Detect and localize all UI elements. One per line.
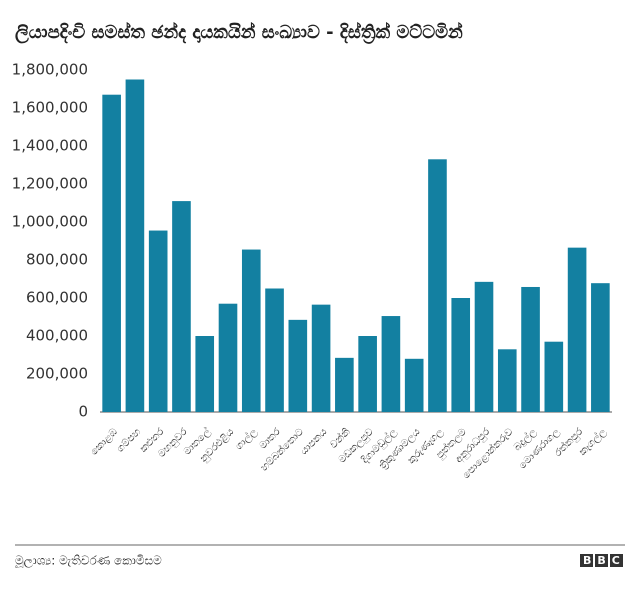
x-tick-label: ගම්පහ: [114, 426, 143, 455]
bar: [241, 249, 261, 412]
bar: [148, 230, 168, 412]
y-tick-label: 800,000: [26, 251, 88, 269]
y-tick-label: 1,200,000: [12, 175, 88, 193]
bar: [125, 79, 145, 412]
y-tick-label: 200,000: [26, 365, 88, 383]
bar: [497, 349, 517, 412]
bar: [381, 316, 401, 412]
bar: [102, 94, 121, 412]
bar: [567, 247, 587, 412]
y-tick-label: 0: [78, 403, 88, 421]
bar: [288, 319, 308, 412]
bar: [265, 288, 284, 412]
bar: [474, 281, 494, 412]
source: මූලාශ්‍ය: මැතිවරණ කොමිසම: [15, 554, 163, 569]
logo-box: [610, 554, 623, 567]
logo-box: [580, 554, 593, 567]
bar: [358, 336, 377, 412]
bar: [428, 159, 447, 412]
x-tick-label: යාපනය: [299, 426, 330, 457]
logo-box: [595, 554, 608, 567]
bar: [311, 304, 331, 412]
y-tick-label: 1,800,000: [12, 61, 88, 79]
bar: [521, 286, 540, 412]
x-tick-label: ගාල්ල: [232, 425, 260, 453]
bar: [218, 303, 238, 412]
bar: [591, 283, 610, 412]
y-tick-label: 400,000: [26, 327, 88, 345]
bar: [544, 341, 564, 412]
y-tick-label: 1,400,000: [12, 137, 88, 155]
bar: [335, 357, 354, 412]
bar: [404, 358, 424, 412]
chart-title: ලියාපදිංචි සමස්ත ඡන්ද දායකයින් සංඛ්‍යාව …: [15, 21, 463, 44]
y-tick-label: 1,600,000: [12, 99, 88, 117]
y-tick-label: 1,000,000: [12, 213, 88, 231]
bar: [195, 336, 215, 412]
x-tick-label: කොළඹ: [89, 426, 121, 458]
bar: [451, 298, 471, 412]
y-tick-label: 600,000: [26, 289, 88, 307]
logo: BBC: [580, 554, 626, 567]
bar: [172, 201, 191, 412]
logo-text: BBC: [583, 554, 626, 567]
